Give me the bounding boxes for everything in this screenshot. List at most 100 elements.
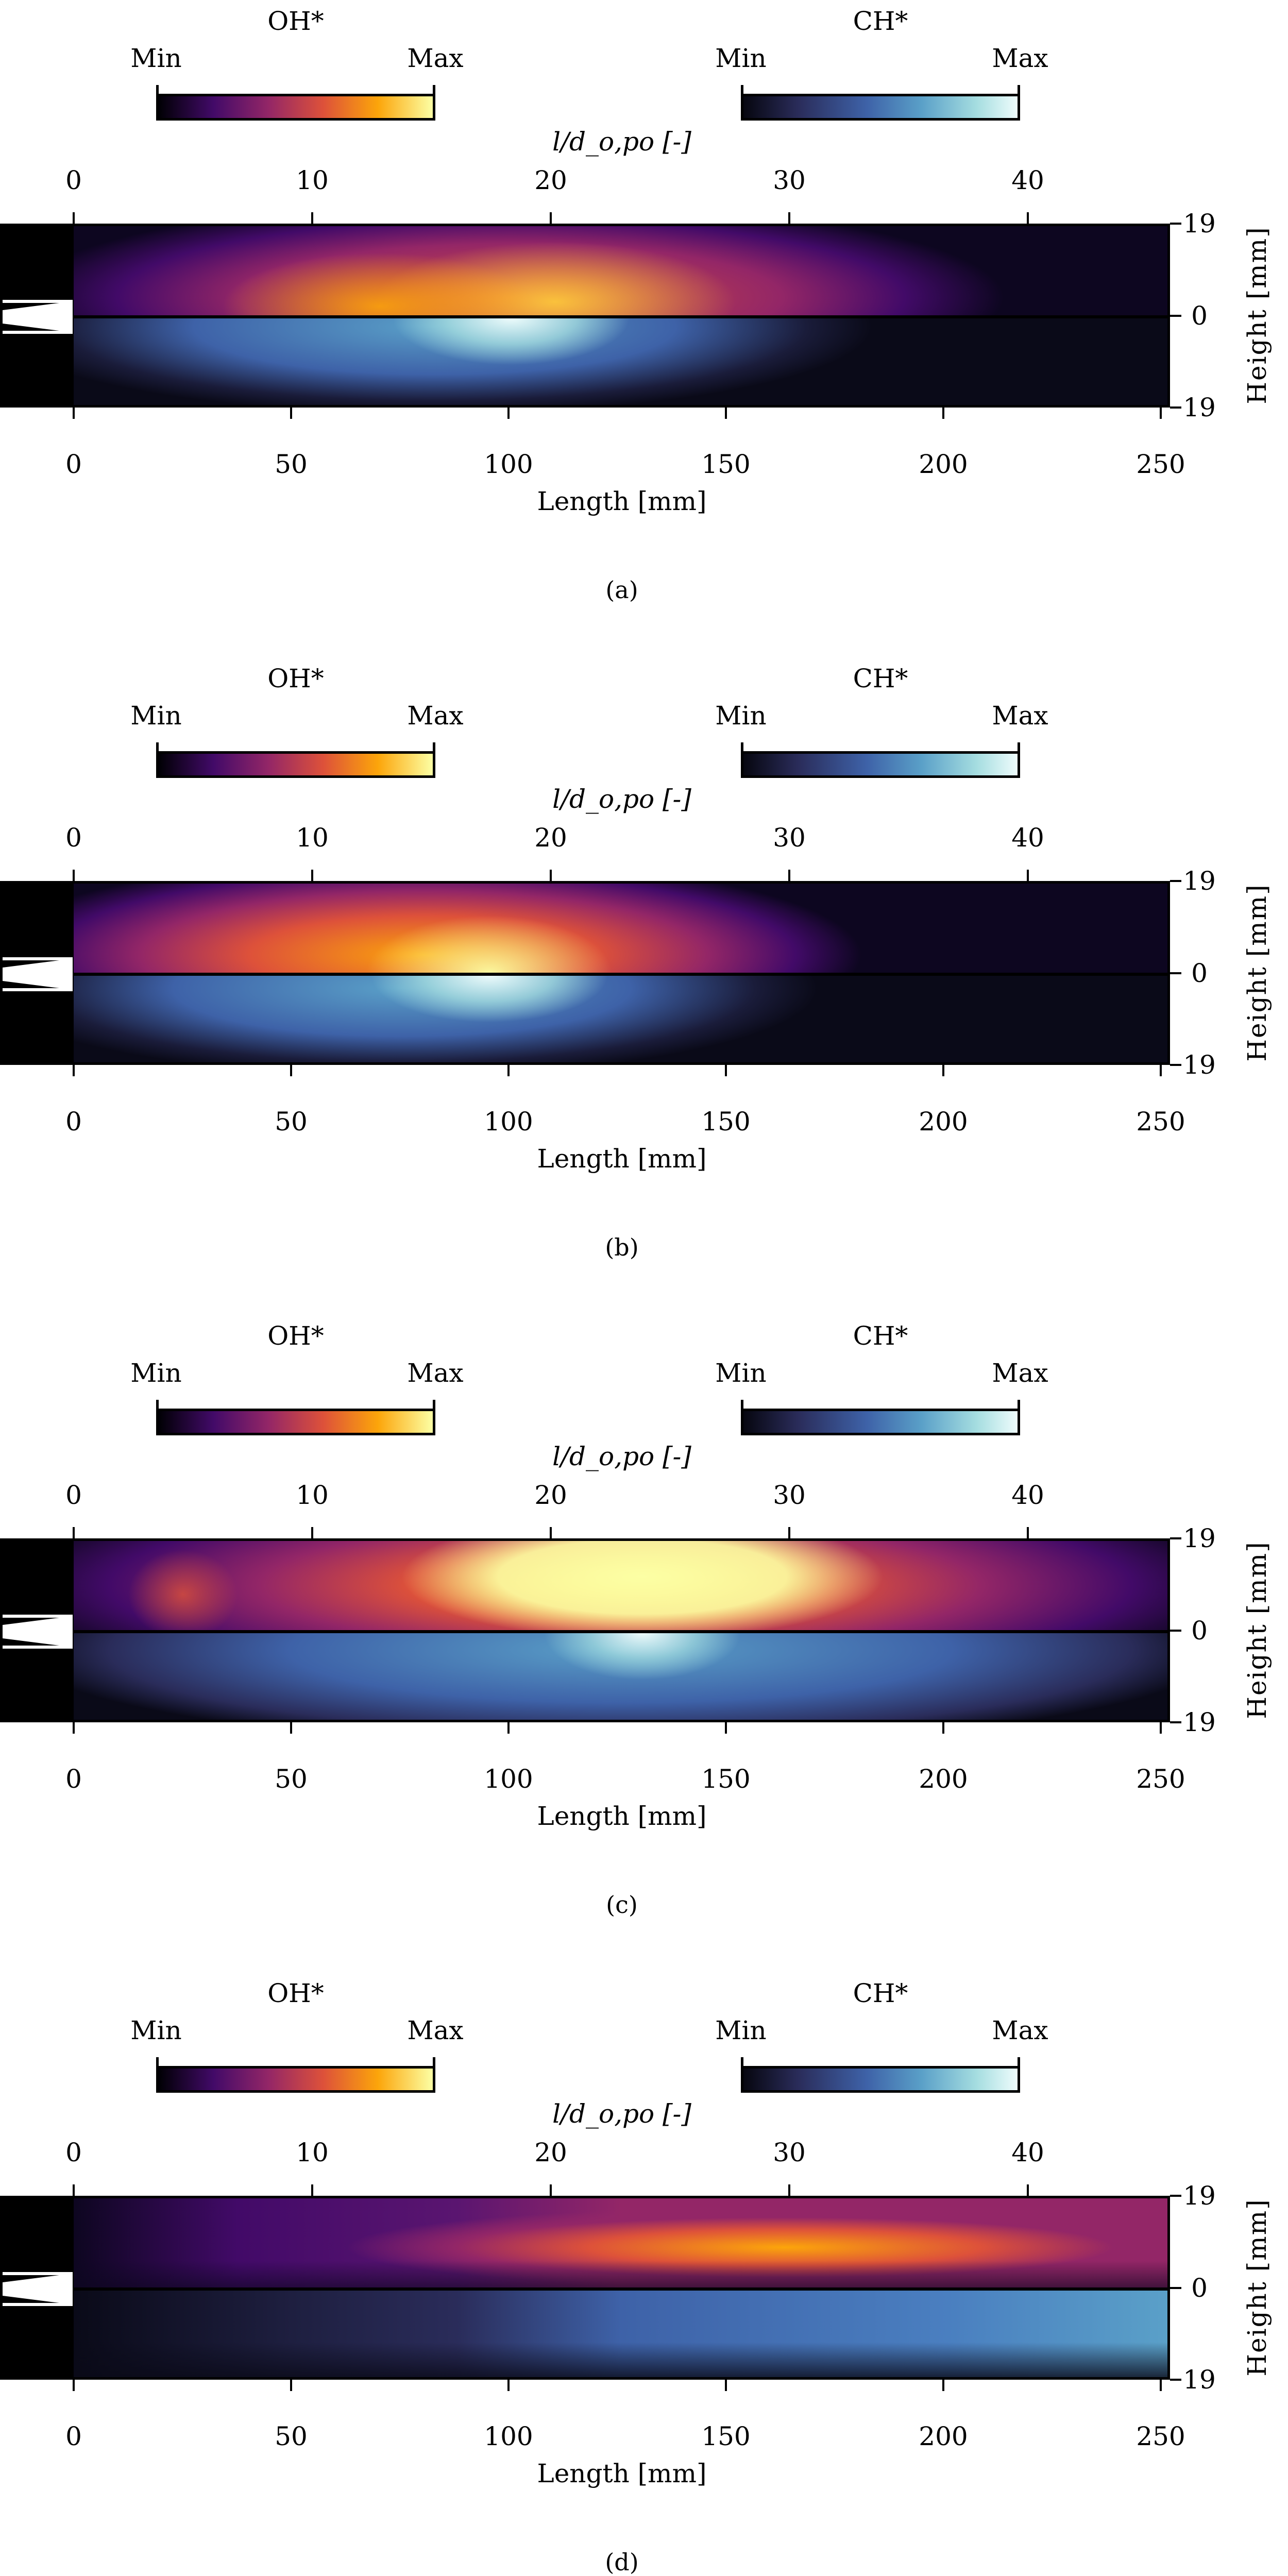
right-tick <box>1170 2286 1181 2289</box>
right-tick-label: 19 <box>1183 1707 1216 1737</box>
right-tick-label: 0 <box>1191 2273 1208 2303</box>
top-tick <box>73 212 75 224</box>
heatmap-plot <box>0 2196 1170 2380</box>
oh-heatmap <box>74 226 1167 315</box>
oh-max-label: Max <box>407 43 464 73</box>
top-tick-label: 40 <box>1011 1480 1044 1510</box>
ch-heatmap <box>74 1633 1167 1720</box>
top-tick-label: 0 <box>65 1480 82 1510</box>
x-axis-label: Length [mm] <box>537 1801 707 1831</box>
ch-legend-title: CH* <box>853 664 908 693</box>
top-tick <box>311 870 313 881</box>
right-tick <box>1170 1537 1181 1539</box>
panel-b: OH* CH* Min Max Min Max l/d_o,po [-] 0 10 20 30 40 1… <box>0 657 1288 1315</box>
bottom-tick <box>507 1722 510 1734</box>
bottom-tick-label: 200 <box>919 1764 968 1794</box>
bottom-tick-label: 100 <box>484 1764 533 1794</box>
top-tick <box>1027 1527 1029 1538</box>
top-tick-label: 40 <box>1011 2138 1044 2167</box>
top-tick-label: 10 <box>296 823 329 853</box>
panel-label: (c) <box>606 1891 638 1919</box>
ch-max-label: Max <box>992 2015 1048 2045</box>
bottom-tick <box>942 408 944 419</box>
right-tick <box>1170 1629 1181 1632</box>
top-tick <box>1027 2184 1029 2196</box>
x-axis-label: Length [mm] <box>537 486 707 516</box>
bottom-tick-label: 50 <box>275 2421 308 2451</box>
panel-a: OH* CH* Min Max Min Max l/d_o,po [-] 0 10 20 30 40 1… <box>0 0 1288 657</box>
right-tick-label: 0 <box>1191 1615 1208 1646</box>
centerline <box>74 1630 1167 1633</box>
bottom-tick-label: 250 <box>1136 1764 1185 1794</box>
y-axis-label: Height [mm] <box>1242 884 1272 1062</box>
oh-colorbar <box>156 85 435 121</box>
panel-label: (a) <box>605 576 638 604</box>
panel-label: (d) <box>605 2548 639 2576</box>
oh-colorbar <box>156 742 435 778</box>
oh-max-label: Max <box>407 2015 464 2045</box>
oh-max-label: Max <box>407 701 464 731</box>
oh-legend-title: OH* <box>267 6 324 36</box>
bottom-tick-label: 50 <box>275 449 308 479</box>
panel-label: (b) <box>605 1233 639 1261</box>
bottom-tick-label: 100 <box>484 2421 533 2451</box>
bottom-tick-label: 250 <box>1136 449 1185 479</box>
bottom-tick <box>725 1065 727 1076</box>
top-tick-label: 30 <box>773 823 806 853</box>
top-tick-label: 30 <box>773 2138 806 2167</box>
bottom-tick <box>725 408 727 419</box>
bottom-tick-label: 150 <box>701 449 751 479</box>
ch-colorbar <box>741 1400 1020 1435</box>
nozzle-icon <box>3 2272 73 2306</box>
top-tick <box>73 870 75 881</box>
bottom-tick <box>1160 1722 1162 1734</box>
bottom-tick-label: 100 <box>484 449 533 479</box>
ch-min-label: Min <box>715 2015 767 2045</box>
bottom-tick <box>1160 1065 1162 1076</box>
top-tick <box>550 870 552 881</box>
centerline <box>74 315 1167 318</box>
top-tick <box>550 2184 552 2196</box>
right-tick <box>1170 2379 1181 2381</box>
nozzle-icon <box>3 957 73 991</box>
oh-min-label: Min <box>130 701 182 731</box>
bottom-tick-label: 200 <box>919 449 968 479</box>
bottom-tick-label: 0 <box>65 1764 82 1794</box>
right-tick-label: 19 <box>1183 393 1216 422</box>
bottom-tick-label: 50 <box>275 1764 308 1794</box>
bottom-tick-label: 250 <box>1136 2421 1185 2451</box>
bottom-tick <box>507 408 510 419</box>
right-tick <box>1170 880 1181 882</box>
ch-legend-title: CH* <box>853 1978 908 2008</box>
x-axis-label: Length [mm] <box>537 1144 707 1174</box>
ch-min-label: Min <box>715 1358 767 1388</box>
bottom-tick <box>507 1065 510 1076</box>
bottom-tick-label: 0 <box>65 2421 82 2451</box>
bottom-tick-label: 200 <box>919 1107 968 1137</box>
ch-min-label: Min <box>715 701 767 731</box>
bottom-tick-label: 0 <box>65 1107 82 1137</box>
x-axis-label: Length [mm] <box>537 2459 707 2488</box>
top-tick <box>788 1527 790 1538</box>
right-tick <box>1170 406 1181 409</box>
heatmap-plot <box>0 224 1170 408</box>
bottom-tick-label: 150 <box>701 1107 751 1137</box>
bottom-tick <box>290 1065 292 1076</box>
ch-max-label: Max <box>992 1358 1048 1388</box>
ch-colorbar <box>741 2057 1020 2093</box>
top-axis-label: l/d_o,po [-] <box>552 127 691 157</box>
top-tick <box>788 870 790 881</box>
ch-min-label: Min <box>715 43 767 73</box>
ch-heatmap <box>74 975 1167 1062</box>
ch-colorbar <box>741 742 1020 778</box>
y-axis-label: Height [mm] <box>1242 226 1272 404</box>
bottom-tick <box>507 2380 510 2391</box>
oh-legend-title: OH* <box>267 1978 324 2008</box>
top-tick-label: 10 <box>296 1480 329 1510</box>
top-tick-label: 30 <box>773 1480 806 1510</box>
top-tick <box>550 212 552 224</box>
right-tick <box>1170 223 1181 225</box>
top-tick <box>311 2184 313 2196</box>
top-tick-label: 0 <box>65 823 82 853</box>
oh-heatmap <box>74 1541 1167 1630</box>
